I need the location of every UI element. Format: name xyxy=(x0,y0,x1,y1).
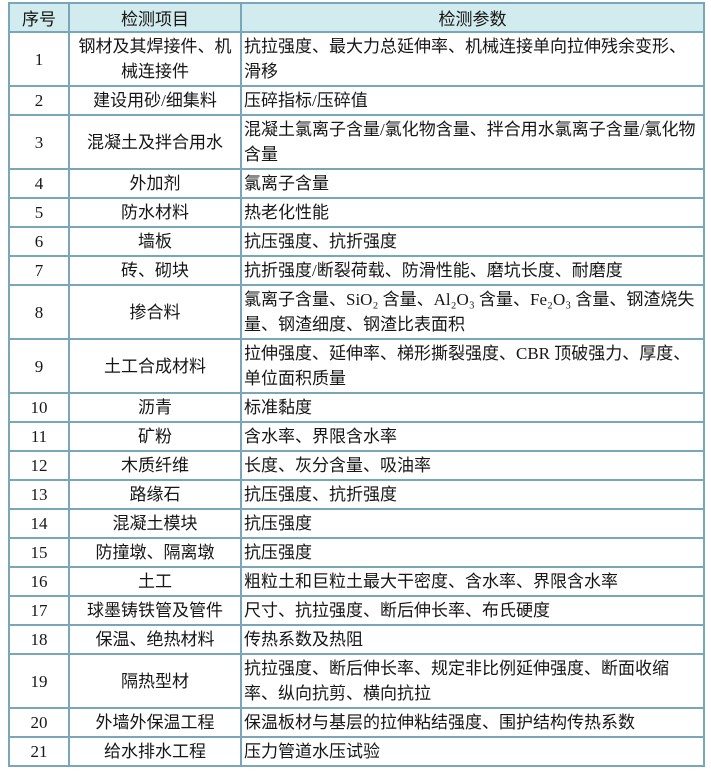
row-number-cell: 5 xyxy=(8,197,70,228)
params-cell: 传热系数及热阻 xyxy=(240,624,705,655)
item-cell: 建设用砂/细集料 xyxy=(68,85,242,116)
item-cell: 路缘石 xyxy=(68,479,242,510)
params-cell: 抗拉强度、最大力总延伸率、机械连接单向拉伸残余变形、滑移 xyxy=(240,31,705,87)
table-row: 17 球墨铸铁管及管件 尺寸、抗拉强度、断后伸长率、布氏硬度 xyxy=(8,595,705,626)
row-number-cell: 9 xyxy=(8,338,70,394)
row-number-cell: 6 xyxy=(8,226,70,257)
row-number-cell: 19 xyxy=(8,653,70,709)
table-body: 1 钢材及其焊接件、机械连接件 抗拉强度、最大力总延伸率、机械连接单向拉伸残余变形、… xyxy=(8,31,705,767)
inspection-table: 序号 检测项目 检测参数 1 钢材及其焊接件、机械连接件 抗拉强度、最大力总延伸率、… xyxy=(8,2,705,767)
row-number-cell: 13 xyxy=(8,479,70,510)
table-row: 16 土工 粗粒土和巨粒土最大干密度、含水率、界限含水率 xyxy=(8,566,705,597)
table-row: 9 土工合成材料 拉伸强度、延伸率、梯形撕裂强度、CBR 顶破强力、厚度、单位面积质… xyxy=(8,338,705,394)
params-cell: 抗折强度/断裂荷载、防滑性能、磨坑长度、耐磨度 xyxy=(240,255,705,286)
params-cell: 抗压强度 xyxy=(240,537,705,568)
params-cell: 混凝土氯离子含量/氯化物含量、拌合用水氯离子含量/氯化物含量 xyxy=(240,114,705,170)
table-row: 2 建设用砂/细集料 压碎指标/压碎值 xyxy=(8,85,705,116)
row-number-cell: 15 xyxy=(8,537,70,568)
params-cell: 标准黏度 xyxy=(240,392,705,423)
table-row: 12 木质纤维 长度、灰分含量、吸油率 xyxy=(8,450,705,481)
params-cell: 拉伸强度、延伸率、梯形撕裂强度、CBR 顶破强力、厚度、单位面积质量 xyxy=(240,338,705,394)
table-row: 15 防撞墩、隔离墩 抗压强度 xyxy=(8,537,705,568)
table-row: 8 掺合料 氯离子含量、SiO₂ 含量、Al₂O₃ 含量、Fe₂O₃ 含量、钢渣烧失… xyxy=(8,284,705,340)
table-row: 18 保温、绝热材料 传热系数及热阻 xyxy=(8,624,705,655)
table-row: 20 外墙外保温工程 保温板材与基层的拉伸粘结强度、围护结构传热系数 xyxy=(8,707,705,738)
table-row: 21 给水排水工程 压力管道水压试验 xyxy=(8,736,705,767)
item-cell: 沥青 xyxy=(68,392,242,423)
row-number-cell: 20 xyxy=(8,707,70,738)
item-cell: 掺合料 xyxy=(68,284,242,340)
header-row: 序号 检测项目 检测参数 xyxy=(8,2,705,33)
row-number-cell: 8 xyxy=(8,284,70,340)
item-cell: 防撞墩、隔离墩 xyxy=(68,537,242,568)
table-row: 1 钢材及其焊接件、机械连接件 抗拉强度、最大力总延伸率、机械连接单向拉伸残余变形、… xyxy=(8,31,705,87)
table-row: 10 沥青 标准黏度 xyxy=(8,392,705,423)
item-cell: 木质纤维 xyxy=(68,450,242,481)
item-cell: 外加剂 xyxy=(68,168,242,199)
params-cell: 保温板材与基层的拉伸粘结强度、围护结构传热系数 xyxy=(240,707,705,738)
row-number-cell: 1 xyxy=(8,31,70,87)
row-number-cell: 10 xyxy=(8,392,70,423)
row-number-cell: 21 xyxy=(8,736,70,767)
params-cell: 压碎指标/压碎值 xyxy=(240,85,705,116)
params-cell: 尺寸、抗拉强度、断后伸长率、布氏硬度 xyxy=(240,595,705,626)
params-cell: 热老化性能 xyxy=(240,197,705,228)
table-row: 13 路缘石 抗压强度、抗折强度 xyxy=(8,479,705,510)
item-cell: 墙板 xyxy=(68,226,242,257)
table-row: 5 防水材料 热老化性能 xyxy=(8,197,705,228)
item-cell: 钢材及其焊接件、机械连接件 xyxy=(68,31,242,87)
params-cell: 抗拉强度、断后伸长率、规定非比例延伸强度、断面收缩率、纵向抗剪、横向抗拉 xyxy=(240,653,705,709)
params-cell: 抗压强度、抗折强度 xyxy=(240,479,705,510)
params-cell: 氯离子含量 xyxy=(240,168,705,199)
item-cell: 球墨铸铁管及管件 xyxy=(68,595,242,626)
table-row: 19 隔热型材 抗拉强度、断后伸长率、规定非比例延伸强度、断面收缩率、纵向抗剪、横向… xyxy=(8,653,705,709)
params-cell: 抗压强度 xyxy=(240,508,705,539)
row-number-cell: 2 xyxy=(8,85,70,116)
header-seq-number: 序号 xyxy=(8,2,70,33)
header-test-item: 检测项目 xyxy=(68,2,242,33)
row-number-cell: 14 xyxy=(8,508,70,539)
table-row: 7 砖、砌块 抗折强度/断裂荷载、防滑性能、磨坑长度、耐磨度 xyxy=(8,255,705,286)
item-cell: 砖、砌块 xyxy=(68,255,242,286)
item-cell: 混凝土及拌合用水 xyxy=(68,114,242,170)
params-cell: 粗粒土和巨粒土最大干密度、含水率、界限含水率 xyxy=(240,566,705,597)
item-cell: 给水排水工程 xyxy=(68,736,242,767)
table-row: 6 墙板 抗压强度、抗折强度 xyxy=(8,226,705,257)
row-number-cell: 4 xyxy=(8,168,70,199)
row-number-cell: 18 xyxy=(8,624,70,655)
row-number-cell: 12 xyxy=(8,450,70,481)
item-cell: 土工合成材料 xyxy=(68,338,242,394)
row-number-cell: 7 xyxy=(8,255,70,286)
item-cell: 防水材料 xyxy=(68,197,242,228)
item-cell: 隔热型材 xyxy=(68,653,242,709)
params-cell: 氯离子含量、SiO₂ 含量、Al₂O₃ 含量、Fe₂O₃ 含量、钢渣烧失量、钢渣… xyxy=(240,284,705,340)
header-test-params: 检测参数 xyxy=(240,2,705,33)
row-number-cell: 11 xyxy=(8,421,70,452)
row-number-cell: 3 xyxy=(8,114,70,170)
params-cell: 长度、灰分含量、吸油率 xyxy=(240,450,705,481)
item-cell: 混凝土模块 xyxy=(68,508,242,539)
item-cell: 矿粉 xyxy=(68,421,242,452)
table-row: 4 外加剂 氯离子含量 xyxy=(8,168,705,199)
item-cell: 外墙外保温工程 xyxy=(68,707,242,738)
params-cell: 抗压强度、抗折强度 xyxy=(240,226,705,257)
item-cell: 保温、绝热材料 xyxy=(68,624,242,655)
item-cell: 土工 xyxy=(68,566,242,597)
row-number-cell: 16 xyxy=(8,566,70,597)
row-number-cell: 17 xyxy=(8,595,70,626)
params-cell: 含水率、界限含水率 xyxy=(240,421,705,452)
table-row: 14 混凝土模块 抗压强度 xyxy=(8,508,705,539)
params-cell: 压力管道水压试验 xyxy=(240,736,705,767)
table-row: 3 混凝土及拌合用水 混凝土氯离子含量/氯化物含量、拌合用水氯离子含量/氯化物含量 xyxy=(8,114,705,170)
table-row: 11 矿粉 含水率、界限含水率 xyxy=(8,421,705,452)
